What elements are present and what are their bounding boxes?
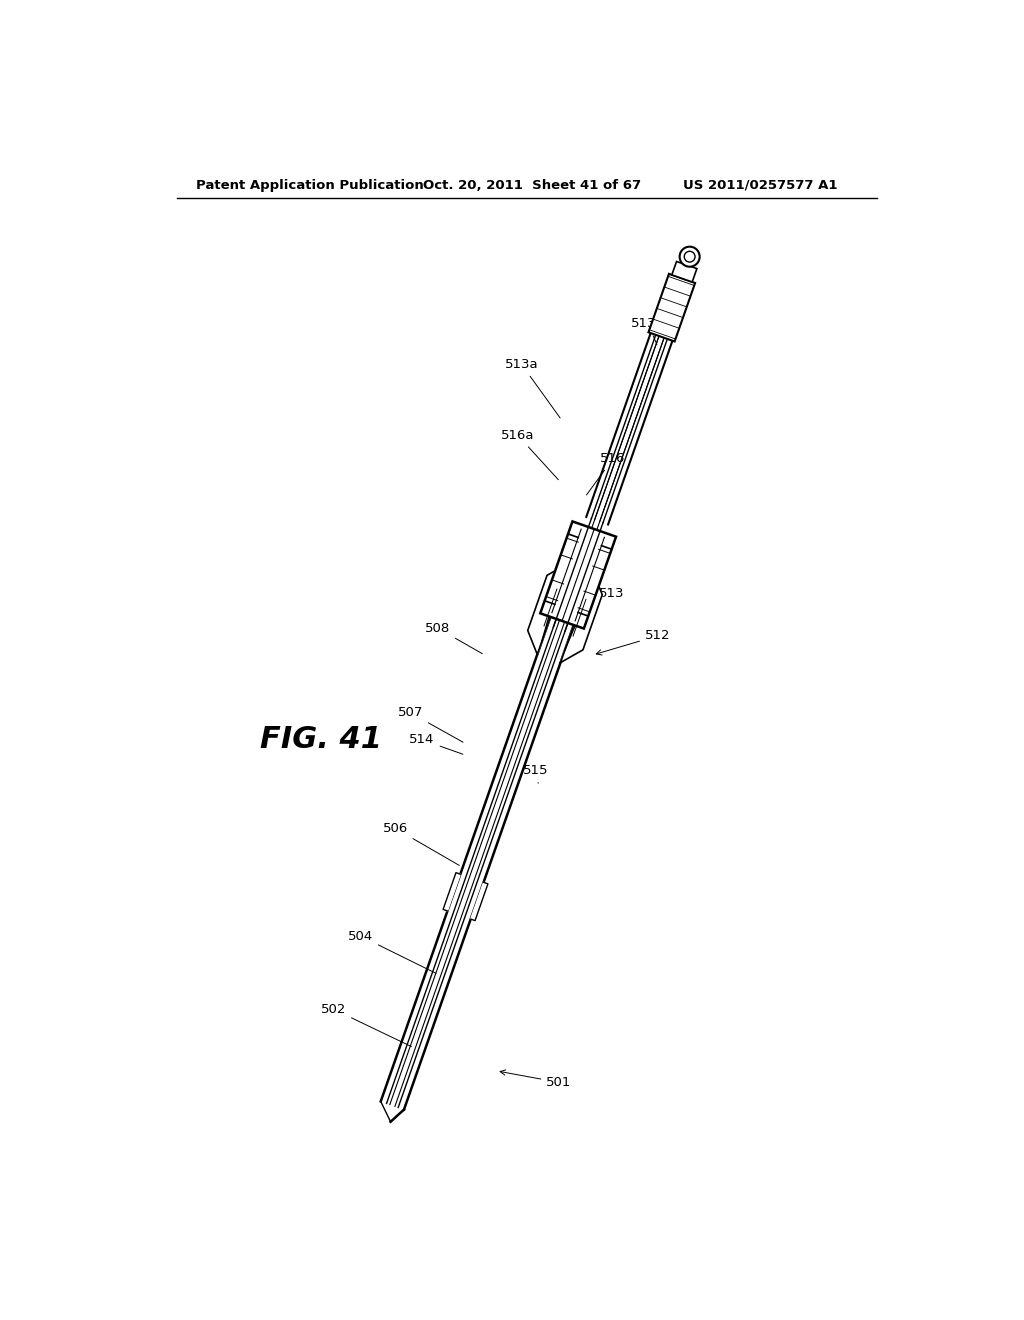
Text: 508: 508 (425, 622, 482, 653)
Text: FIG. 41: FIG. 41 (260, 725, 382, 754)
Text: Oct. 20, 2011  Sheet 41 of 67: Oct. 20, 2011 Sheet 41 of 67 (423, 178, 641, 191)
Text: 515: 515 (523, 764, 549, 783)
Polygon shape (443, 873, 461, 911)
Text: 506: 506 (383, 822, 459, 866)
Text: 501: 501 (500, 1071, 571, 1089)
Circle shape (680, 247, 699, 267)
Circle shape (684, 251, 695, 263)
Text: US 2011/0257577 A1: US 2011/0257577 A1 (683, 178, 838, 191)
Text: Patent Application Publication: Patent Application Publication (196, 178, 424, 191)
Text: 507: 507 (397, 706, 463, 742)
Text: 513a: 513a (505, 358, 560, 418)
Text: 516: 516 (587, 453, 626, 495)
Text: 514: 514 (410, 733, 463, 754)
Polygon shape (672, 261, 697, 282)
Polygon shape (560, 570, 602, 663)
Polygon shape (541, 521, 616, 628)
Text: 502: 502 (321, 1003, 412, 1047)
Text: 513: 513 (564, 587, 625, 605)
Text: 513b: 513b (631, 317, 665, 345)
Polygon shape (471, 882, 487, 920)
Text: 516a: 516a (502, 429, 558, 479)
Polygon shape (648, 273, 695, 342)
Text: 512: 512 (596, 630, 671, 655)
Text: 504: 504 (348, 929, 436, 973)
Polygon shape (527, 562, 569, 655)
